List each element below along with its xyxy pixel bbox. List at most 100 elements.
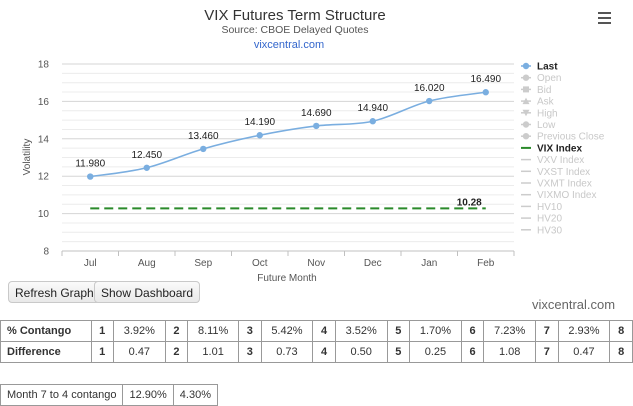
legend-item[interactable]: VXMT Index: [537, 179, 592, 190]
last-data-label: 14.190: [244, 117, 275, 128]
legend-item[interactable]: VIXMO Index: [537, 190, 596, 201]
last-data-label: 11.980: [75, 159, 105, 170]
last-data-point: [87, 173, 94, 180]
legend-item[interactable]: Ask: [537, 97, 555, 108]
difference-idx: 2: [164, 341, 189, 363]
difference-label: Difference: [0, 341, 92, 363]
difference-idx: 7: [535, 341, 559, 363]
difference-value: 0.47: [557, 341, 611, 363]
legend-item[interactable]: VXST Index: [537, 167, 590, 178]
legend-marker: [522, 121, 530, 128]
chart-area: VIX Futures Term Structure Source: CBOE …: [22, 7, 605, 282]
legend-item[interactable]: VIX Index: [537, 143, 582, 154]
difference-idx: 1: [90, 341, 114, 363]
last-data-point: [200, 145, 207, 153]
y-tick-label: 12: [38, 172, 50, 183]
y-tick-label: 14: [38, 134, 50, 145]
last-data-point: [482, 89, 489, 96]
difference-row: Difference 1 0.47 2 1.01 3 0.73 4 0.50 5…: [0, 341, 633, 363]
y-tick-label: 10: [38, 209, 50, 220]
difference-value: 1.08: [483, 341, 537, 363]
x-tick-label: Jan: [421, 258, 437, 269]
contango-idx: 2: [164, 320, 189, 342]
last-data-label: 13.460: [188, 131, 219, 142]
last-series-line: [90, 91, 486, 178]
month-contango-row: Month 7 to 4 contango 12.90% 4.30%: [0, 384, 218, 406]
last-data-point: [143, 164, 150, 171]
y-tick-label: 18: [38, 60, 50, 71]
legend-item[interactable]: HV30: [537, 225, 562, 236]
x-tick-label: Feb: [477, 258, 495, 269]
legend-item[interactable]: Previous Close: [537, 132, 605, 143]
x-tick-label: Dec: [364, 258, 382, 269]
legend-item[interactable]: Last: [537, 62, 558, 73]
last-data-point: [369, 118, 376, 125]
last-data-label: 12.450: [131, 150, 162, 161]
month-contango-value: 4.30%: [172, 384, 218, 406]
last-data-label: 14.940: [357, 103, 388, 114]
contango-idx: 7: [535, 320, 559, 342]
last-data-label: 16.020: [414, 83, 445, 94]
difference-value: 0.50: [334, 341, 388, 363]
contango-value: 2.93%: [557, 320, 611, 342]
contango-idx: 1: [90, 320, 114, 342]
y-tick-label: 8: [43, 247, 49, 258]
difference-idx: 8: [609, 341, 633, 363]
chart-subtitle: Source: CBOE Delayed Quotes: [221, 24, 368, 36]
difference-value: 0.47: [112, 341, 166, 363]
y-tick-label: 16: [38, 97, 50, 108]
legend-item[interactable]: Open: [537, 73, 561, 84]
contango-value: 3.52%: [334, 320, 388, 342]
contango-value: 7.23%: [483, 320, 537, 342]
last-series: 11.980 12.450 13.460 14.190 14.690 14.940 16.0…: [75, 74, 501, 180]
legend-item[interactable]: HV20: [537, 214, 562, 225]
brand-link[interactable]: vixcentral.com: [532, 297, 616, 312]
month-contango-table: Month 7 to 4 contango 12.90% 4.30%: [0, 384, 218, 406]
menu-icon[interactable]: [598, 12, 611, 24]
vix-index-series: 10.28: [90, 197, 486, 210]
last-data-point: [426, 97, 433, 105]
legend-item[interactable]: Low: [537, 120, 556, 131]
legend-item[interactable]: High: [537, 108, 558, 119]
last-data-label: 16.490: [470, 74, 501, 85]
contango-idx: 8: [609, 320, 633, 342]
legend-item[interactable]: HV10: [537, 202, 562, 213]
legend-item[interactable]: VXV Index: [537, 155, 584, 166]
contango-label: % Contango: [0, 320, 92, 342]
legend-marker: [523, 86, 529, 93]
last-data-point: [313, 122, 320, 130]
x-tick-label: Aug: [138, 258, 156, 269]
legend-item[interactable]: Bid: [537, 85, 551, 96]
contango-idx: 3: [238, 320, 262, 342]
legend-marker: [522, 62, 530, 70]
chart-source-link[interactable]: vixcentral.com: [254, 39, 324, 51]
y-axis: 8 10 12 14 16 18: [38, 60, 50, 258]
contango-value: 3.92%: [112, 320, 166, 342]
difference-idx: 3: [238, 341, 262, 363]
x-axis-label: Future Month: [257, 273, 316, 282]
x-tick-label: Sep: [194, 258, 212, 269]
contango-idx: 4: [312, 320, 336, 342]
last-data-label: 14.690: [301, 108, 332, 119]
difference-idx: 4: [312, 341, 336, 363]
month-contango-value: 12.90%: [122, 384, 174, 406]
contango-row: % Contango 1 3.92% 2 8.11% 3 5.42% 4 3.5…: [0, 320, 633, 342]
contango-idx: 6: [460, 320, 485, 342]
x-tick-label: Jul: [84, 258, 97, 269]
chart-title: VIX Futures Term Structure: [204, 7, 385, 24]
contango-value: 8.11%: [187, 320, 240, 342]
month-contango-label: Month 7 to 4 contango: [0, 384, 124, 406]
difference-value: 0.73: [260, 341, 314, 363]
last-data-point: [256, 132, 263, 139]
vix-index-label: 10.28: [457, 197, 482, 208]
gridlines: [62, 63, 514, 252]
refresh-graph-button[interactable]: Refresh Graph: [8, 281, 101, 303]
contango-value: 5.42%: [260, 320, 314, 342]
contango-value: 1.70%: [409, 320, 462, 342]
show-dashboard-button[interactable]: Show Dashboard: [94, 281, 201, 303]
difference-idx: 5: [386, 341, 411, 363]
difference-value: 1.01: [187, 341, 240, 363]
x-tick-label: Nov: [307, 258, 325, 269]
legend-marker: [522, 133, 530, 140]
